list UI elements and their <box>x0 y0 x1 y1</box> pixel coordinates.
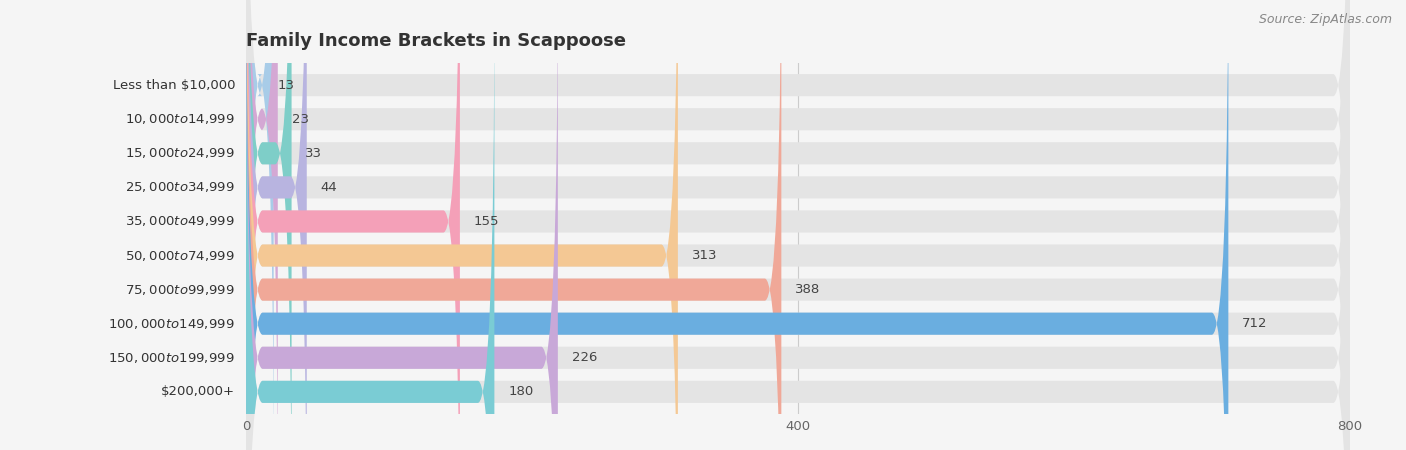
Text: Source: ZipAtlas.com: Source: ZipAtlas.com <box>1258 14 1392 27</box>
FancyBboxPatch shape <box>246 0 1229 450</box>
FancyBboxPatch shape <box>246 0 1350 450</box>
FancyBboxPatch shape <box>246 0 1350 450</box>
Text: 388: 388 <box>796 283 820 296</box>
FancyBboxPatch shape <box>246 0 291 450</box>
FancyBboxPatch shape <box>246 0 1350 450</box>
Text: Less than $10,000: Less than $10,000 <box>112 79 235 92</box>
Text: 180: 180 <box>508 385 533 398</box>
Text: Family Income Brackets in Scappoose: Family Income Brackets in Scappoose <box>246 32 626 50</box>
Text: $200,000+: $200,000+ <box>162 385 235 398</box>
Text: 155: 155 <box>474 215 499 228</box>
Text: $50,000 to $74,999: $50,000 to $74,999 <box>125 248 235 262</box>
FancyBboxPatch shape <box>246 0 1350 450</box>
FancyBboxPatch shape <box>246 0 460 450</box>
FancyBboxPatch shape <box>246 0 678 450</box>
FancyBboxPatch shape <box>246 0 495 450</box>
FancyBboxPatch shape <box>246 0 1350 450</box>
FancyBboxPatch shape <box>246 0 782 450</box>
Text: 44: 44 <box>321 181 337 194</box>
Text: $15,000 to $24,999: $15,000 to $24,999 <box>125 146 235 160</box>
Text: $35,000 to $49,999: $35,000 to $49,999 <box>125 215 235 229</box>
FancyBboxPatch shape <box>246 0 307 450</box>
Text: $100,000 to $149,999: $100,000 to $149,999 <box>108 317 235 331</box>
Text: 712: 712 <box>1241 317 1268 330</box>
Text: $10,000 to $14,999: $10,000 to $14,999 <box>125 112 235 126</box>
Text: $150,000 to $199,999: $150,000 to $199,999 <box>108 351 235 365</box>
FancyBboxPatch shape <box>246 0 274 450</box>
Text: 23: 23 <box>291 113 308 126</box>
Text: 13: 13 <box>278 79 295 92</box>
FancyBboxPatch shape <box>246 0 1350 450</box>
FancyBboxPatch shape <box>246 0 558 450</box>
FancyBboxPatch shape <box>246 0 1350 450</box>
FancyBboxPatch shape <box>246 0 1350 450</box>
Text: 226: 226 <box>572 351 598 364</box>
Text: $75,000 to $99,999: $75,000 to $99,999 <box>125 283 235 297</box>
Text: $25,000 to $34,999: $25,000 to $34,999 <box>125 180 235 194</box>
FancyBboxPatch shape <box>246 0 1350 450</box>
FancyBboxPatch shape <box>246 0 1350 450</box>
FancyBboxPatch shape <box>246 0 278 450</box>
Text: 33: 33 <box>305 147 322 160</box>
Text: 313: 313 <box>692 249 717 262</box>
